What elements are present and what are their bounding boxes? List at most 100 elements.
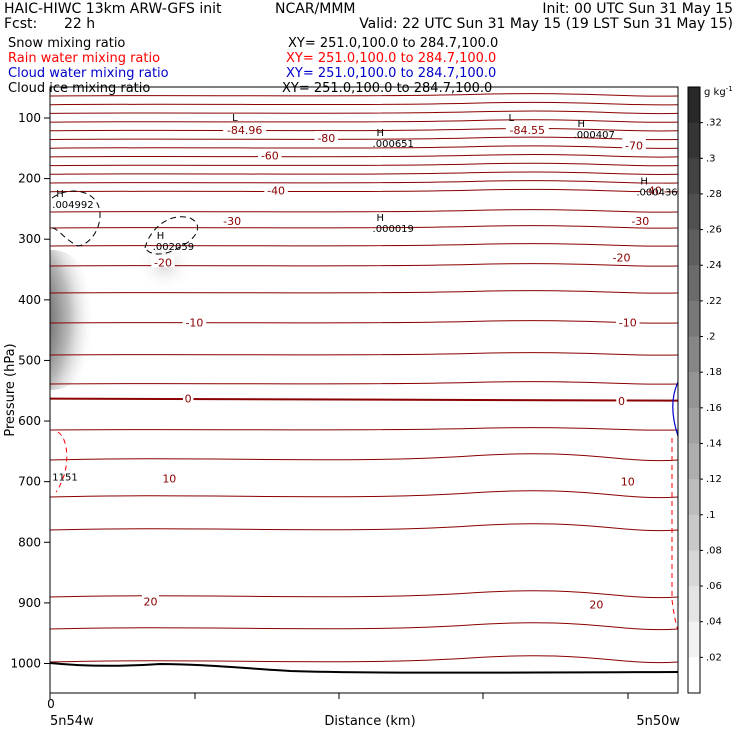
colorbar-level-label: .18 bbox=[706, 367, 722, 378]
contour-label-background bbox=[151, 255, 175, 268]
field-xy-cloud-ice: XY= 251.0,100.0 to 284.7,100.0 bbox=[282, 81, 492, 96]
isotherm-line bbox=[50, 171, 678, 176]
y-tick-label-800: 800 bbox=[18, 535, 41, 549]
colorbar-level-label: .2 bbox=[706, 332, 716, 343]
plot-area: -84.96 -84.55 -80 -70 -60 -40 -40 -30 -30 -20 -20 -… bbox=[49, 86, 679, 694]
contour-label: -40 bbox=[644, 185, 662, 198]
contour-label: -10 bbox=[185, 316, 203, 329]
colorbar-level-label: .12 bbox=[706, 474, 722, 485]
extremum-value-label: .000651 bbox=[373, 139, 414, 150]
colorbar: .32 .3 .28 .26 .24 .22 .2 .18 .16 .14 .12 .1 .08 .06.… bbox=[687, 85, 733, 694]
contour-labels: -84.96 -84.55 -80 -70 -60 -40 -40 -30 -30 -20 -20 -… bbox=[141, 123, 665, 612]
y-tick-label-200: 200 bbox=[18, 172, 41, 186]
contour-label-background bbox=[587, 597, 605, 610]
y-tick-label-300: 300 bbox=[18, 232, 41, 246]
colorbar-level-label: .26 bbox=[706, 225, 722, 236]
contour-label: 0 bbox=[185, 393, 192, 406]
colorbar-swatch bbox=[688, 87, 700, 124]
y-tick-label-400: 400 bbox=[18, 293, 41, 307]
cloud-ice-dashed-contour-2 bbox=[144, 216, 199, 255]
isotherm-line bbox=[50, 655, 678, 664]
plot-frame bbox=[49, 86, 679, 694]
contour-label: -30 bbox=[631, 215, 649, 228]
colorbar-level-label: .06 bbox=[706, 581, 722, 592]
x-axis-title: Distance (km) bbox=[324, 714, 415, 729]
colorbar-level-label: .08 bbox=[706, 545, 722, 556]
isotherm-line bbox=[50, 101, 678, 106]
field-name-rain: Rain water mixing ratio bbox=[8, 51, 160, 66]
colorbar-level-label: .28 bbox=[706, 189, 722, 200]
contour-label: -80 bbox=[317, 132, 335, 145]
contour-label-background bbox=[616, 315, 640, 328]
rain-water-dashed-contour-right bbox=[671, 438, 679, 631]
isotherm-line bbox=[50, 225, 678, 229]
valid-time: Valid: 22 UTC Sun 31 May 15 (19 LST Sun … bbox=[359, 16, 733, 32]
field-name-cloud-ice: Cloud ice mixing ratio bbox=[8, 81, 150, 96]
colorbar-unit: g kg-1 bbox=[704, 85, 733, 98]
colorbar-swatch bbox=[688, 550, 700, 587]
colorbar-swatch bbox=[688, 229, 700, 266]
isotherm-line bbox=[50, 154, 678, 158]
colorbar-level-label: .1 bbox=[706, 510, 716, 521]
high-marker: H bbox=[377, 213, 385, 224]
colorbar-level-label: .32 bbox=[706, 118, 722, 129]
contour-label: -60 bbox=[261, 150, 279, 163]
contour-label-background bbox=[622, 138, 646, 151]
y-tick-label-700: 700 bbox=[18, 475, 41, 489]
extremum-value-label: .000407 bbox=[574, 130, 615, 141]
isotherm-line bbox=[50, 209, 678, 213]
x-end-location: 5n50w bbox=[636, 714, 680, 729]
colorbar-swatch bbox=[688, 443, 700, 480]
isotherm-line bbox=[50, 93, 678, 97]
run-title: HAIC-HIWC 13km ARW-GFS init bbox=[4, 1, 222, 17]
contour-label-background bbox=[258, 148, 282, 161]
x-start-location: 5n54w bbox=[50, 714, 94, 729]
field-name-snow: Snow mixing ratio bbox=[8, 36, 125, 51]
high-marker: H bbox=[578, 119, 586, 130]
isotherm-line bbox=[50, 110, 678, 115]
isotherm-line bbox=[50, 145, 678, 149]
field-name-cloud-water: Cloud water mixing ratio bbox=[8, 66, 169, 81]
contour-label-background bbox=[220, 214, 244, 227]
contour-label-background bbox=[619, 474, 637, 487]
colorbar-swatch bbox=[688, 621, 700, 658]
cloud-water-contour-right bbox=[672, 381, 679, 437]
contour-label-background bbox=[223, 123, 267, 136]
contour-label: 20 bbox=[589, 599, 603, 612]
y-tick-label-600: 600 bbox=[18, 414, 41, 428]
colorbar-level-label: .04 bbox=[706, 617, 722, 628]
low-marker: L bbox=[232, 113, 238, 124]
contour-label: 10 bbox=[162, 473, 176, 486]
colorbar-swatch bbox=[688, 336, 700, 373]
extremum-value-label: .002059 bbox=[153, 242, 194, 253]
isotherm-line bbox=[50, 136, 678, 141]
contour-label: -20 bbox=[612, 251, 630, 264]
cloud-ice-dashed-contour-1 bbox=[51, 190, 101, 247]
isotherm-line bbox=[50, 352, 678, 356]
extremum-value-label: .000019 bbox=[373, 224, 414, 235]
isotherm-zero-line bbox=[50, 397, 678, 402]
contour-label-background bbox=[641, 183, 665, 196]
contour-label-background bbox=[182, 315, 207, 328]
contour-label: 0 bbox=[618, 395, 625, 408]
high-marker: H bbox=[157, 231, 165, 242]
contour-label: -70 bbox=[625, 139, 643, 152]
high-marker: H bbox=[377, 128, 385, 139]
extremum-value-label: .004992 bbox=[52, 200, 93, 211]
contour-label-background bbox=[182, 391, 194, 404]
isotherm-line bbox=[50, 427, 678, 431]
colorbar-level-label: .14 bbox=[706, 438, 722, 449]
isotherm-line bbox=[50, 622, 678, 631]
extremum-value-label: 1151 bbox=[52, 473, 77, 484]
colorbar-swatch bbox=[688, 514, 700, 551]
extrema-labels: L LH.000651H.000407H.000436H.004992H.0000… bbox=[52, 113, 677, 484]
isotherm-line bbox=[50, 243, 678, 247]
y-tick-label-500: 500 bbox=[18, 353, 41, 367]
field-xy-rain: XY= 251.0,100.0 to 284.7,100.0 bbox=[286, 51, 496, 66]
colorbar-level-label: .02 bbox=[706, 652, 722, 663]
x-axis bbox=[49, 693, 629, 699]
isotherm-line bbox=[50, 523, 678, 532]
colorbar-swatch bbox=[688, 407, 700, 444]
high-marker: H bbox=[640, 177, 648, 188]
contour-label: -20 bbox=[154, 256, 172, 269]
